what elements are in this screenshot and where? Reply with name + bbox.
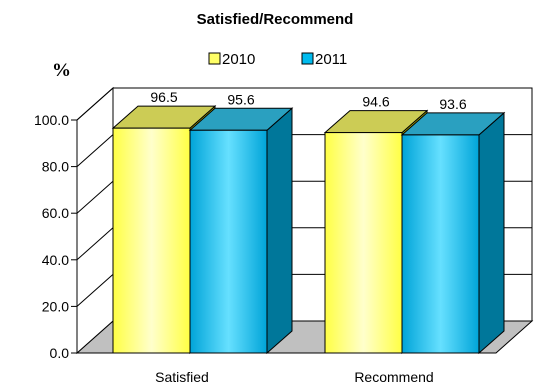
x-category-label: Satisfied — [155, 369, 209, 385]
legend-swatch-2011 — [301, 52, 314, 65]
y-tick-label: 60.0 — [42, 205, 69, 221]
gridline-side — [76, 134, 114, 167]
bar-2011-recommend: 93.6 — [400, 96, 506, 355]
data-label: 94.6 — [362, 94, 389, 110]
category-labels: Satisfied Recommend — [155, 369, 434, 385]
bar-front-face — [324, 132, 403, 354]
bar-side-face — [266, 107, 293, 355]
bar-side-face — [478, 111, 505, 355]
y-tick-label: 100.0 — [34, 112, 69, 128]
bar-front-face — [401, 134, 480, 354]
gridline-side — [76, 180, 114, 214]
gridline-side — [76, 274, 114, 307]
side-wall — [76, 86, 114, 355]
gridline-side — [76, 87, 114, 121]
data-label: 93.6 — [439, 96, 466, 112]
chart-title: Satisfied/Recommend — [197, 11, 354, 28]
bars: 96.5 95.6 94.6 93.6 — [111, 89, 506, 355]
data-label: 96.5 — [150, 89, 177, 105]
legend-label-2010: 2010 — [222, 51, 255, 68]
legend-label-2011: 2011 — [315, 51, 347, 68]
bar-2011-satisfied: 95.6 — [188, 91, 294, 355]
y-axis-ticks: 0.0 20.0 40.0 60.0 80.0 100.0 — [34, 112, 78, 361]
legend: 2010 2011 — [208, 51, 347, 68]
bar-front-face — [112, 127, 191, 354]
legend-swatch-2010 — [208, 52, 221, 65]
x-category-label: Recommend — [354, 369, 433, 385]
y-tick-label: 40.0 — [42, 252, 69, 268]
bar-front-face — [189, 129, 268, 354]
gridline-side — [76, 227, 114, 261]
data-label: 95.6 — [227, 91, 254, 107]
y-tick-label: 80.0 — [42, 159, 69, 175]
y-tick-label: 0.0 — [50, 345, 70, 361]
y-tick-label: 20.0 — [42, 298, 69, 314]
y-axis-label: % — [52, 60, 71, 81]
